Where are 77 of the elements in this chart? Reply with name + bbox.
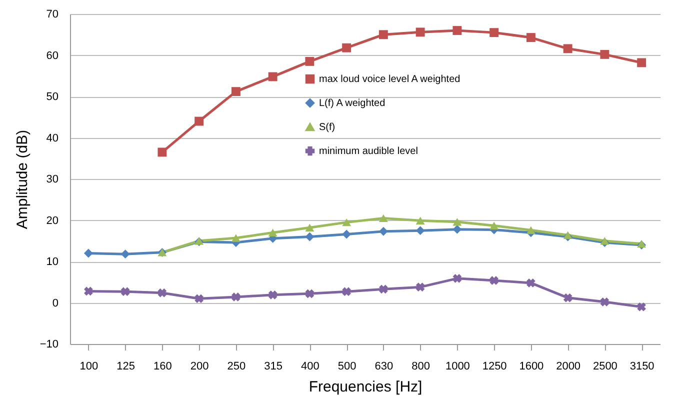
point (416, 216, 425, 225)
y-tick-label: 10 (46, 256, 58, 268)
legend-label: minimum audible level (319, 146, 418, 157)
x-tick-label: 800 (412, 360, 430, 372)
y-tick-label: 40 (46, 132, 58, 144)
point (637, 58, 646, 68)
point (231, 87, 240, 96)
x-tick-label: 3150 (630, 360, 654, 372)
point (268, 228, 278, 236)
y-tick-label: 20 (46, 214, 58, 227)
point (490, 222, 499, 230)
point (232, 292, 240, 302)
y-tick-label: 0 (52, 297, 58, 310)
point (268, 72, 278, 82)
point (526, 33, 536, 42)
x-tick-label: 1600 (519, 360, 544, 372)
point (563, 293, 572, 302)
point (452, 224, 462, 234)
x-tick-label: 400 (301, 360, 320, 372)
point (416, 282, 425, 292)
legend-label: S(f) (319, 122, 336, 133)
point (563, 231, 572, 239)
x-tick-label: 315 (264, 360, 282, 372)
x-tick-label: 250 (227, 360, 246, 372)
point (378, 30, 388, 40)
x-tick-label: 160 (154, 360, 172, 372)
point (490, 276, 498, 285)
point (600, 50, 610, 59)
x-axis-title: Frequencies [Hz] (308, 378, 422, 396)
point (378, 214, 388, 222)
point (305, 224, 314, 232)
point (342, 43, 352, 52)
y-tick-label: −10 (40, 338, 58, 350)
point (84, 248, 93, 258)
x-tick-label: 200 (190, 360, 209, 372)
point (342, 230, 352, 239)
x-tick-label: 1000 (445, 360, 470, 372)
point (305, 289, 314, 298)
point (600, 298, 610, 306)
point (194, 294, 204, 304)
x-tick-label: 2000 (556, 360, 581, 372)
point (563, 44, 572, 54)
point (194, 116, 204, 126)
point (158, 288, 167, 298)
x-tick-label: 500 (338, 360, 356, 372)
point (378, 226, 388, 236)
x-tick-label: 630 (374, 360, 394, 372)
point (342, 218, 352, 226)
point (526, 278, 536, 288)
point (490, 28, 499, 38)
y-tick-label: 60 (46, 50, 58, 62)
point (231, 234, 240, 242)
point (379, 284, 388, 294)
point (342, 287, 351, 296)
point (637, 302, 646, 312)
point (305, 232, 314, 242)
y-tick-label: 30 (46, 174, 58, 186)
point (416, 28, 425, 37)
point (452, 26, 462, 35)
y-axis-title: Amplitude (dB) (14, 130, 31, 230)
legend-label: max loud voice level A weighted (319, 74, 460, 85)
point (120, 250, 130, 259)
point (452, 218, 462, 226)
point (268, 290, 278, 300)
point (158, 148, 167, 157)
x-tick-label: 2500 (592, 360, 618, 372)
legend-label: L(f) A weighted (319, 98, 386, 109)
point (305, 56, 314, 66)
point (120, 287, 130, 296)
point (452, 274, 462, 283)
point (84, 286, 93, 296)
x-tick-label: 100 (80, 360, 98, 372)
y-tick-label: 70 (46, 8, 58, 20)
x-tick-label: 1250 (482, 360, 507, 372)
point (526, 226, 536, 234)
x-tick-label: 125 (116, 360, 135, 372)
y-tick-label: 50 (46, 91, 58, 103)
